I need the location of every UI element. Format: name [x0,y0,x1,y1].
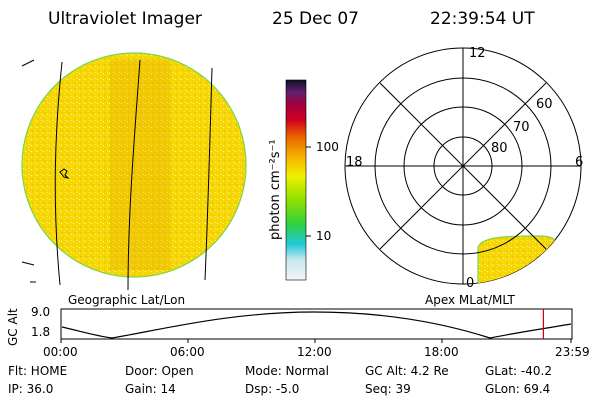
polar-plot [344,47,582,285]
lat-label-60: 60 [536,97,553,112]
altitude-ylabel: GC Alt [6,308,20,346]
apex-panel-label: Apex MLat/MLT [425,293,515,307]
x-tick-0000: 00:00 [43,345,78,359]
coastline-mark [59,168,70,179]
lat-label-80: 80 [491,141,508,156]
geographic-panel-label: Geographic Lat/Lon [68,293,186,307]
mlt-label-0: 0 [466,276,475,291]
altitude-ymax: 9.0 [31,305,51,319]
geographic-longitude: GLon: 69.4 [485,382,551,396]
colorbar [285,79,307,281]
colorbar-unit-label: photon cm⁻²s⁻¹ [268,139,283,240]
altitude-plot [60,308,573,343]
date-label: 25 Dec 07 [272,9,359,29]
x-tick-0600: 06:00 [170,345,205,359]
x-tick-1200: 12:00 [297,345,332,359]
colorbar-tick-10: 10 [316,229,332,243]
geographic-latitude: GLat: -40.2 [485,364,552,378]
dsp-value: Dsp: -5.0 [245,382,300,396]
mlt-label-18: 18 [346,155,363,170]
mlt-label-12: 12 [469,46,486,61]
sequence-number: Seq: 39 [365,382,411,396]
gc-altitude: GC Alt: 4.2 Re [365,364,449,378]
mlt-label-6: 6 [575,155,584,170]
colorbar-tick-100: 100 [316,140,339,154]
time-label: 22:39:54 UT [430,9,535,29]
instrument-title: Ultraviolet Imager [48,9,202,29]
lat-label-70: 70 [513,120,530,135]
x-tick-2359: 23:59 [555,345,590,359]
auroral-image [477,235,560,284]
flight-status: Flt: HOME [8,364,68,378]
altitude-ymin: 1.8 [31,325,51,339]
ip-value: IP: 36.0 [8,382,54,396]
geographic-image [21,52,247,291]
door-status: Door: Open [125,364,194,378]
x-tick-1800: 18:00 [424,345,459,359]
mode-status: Mode: Normal [245,364,329,378]
altitude-curve [61,311,572,339]
gain-value: Gain: 14 [125,382,176,396]
